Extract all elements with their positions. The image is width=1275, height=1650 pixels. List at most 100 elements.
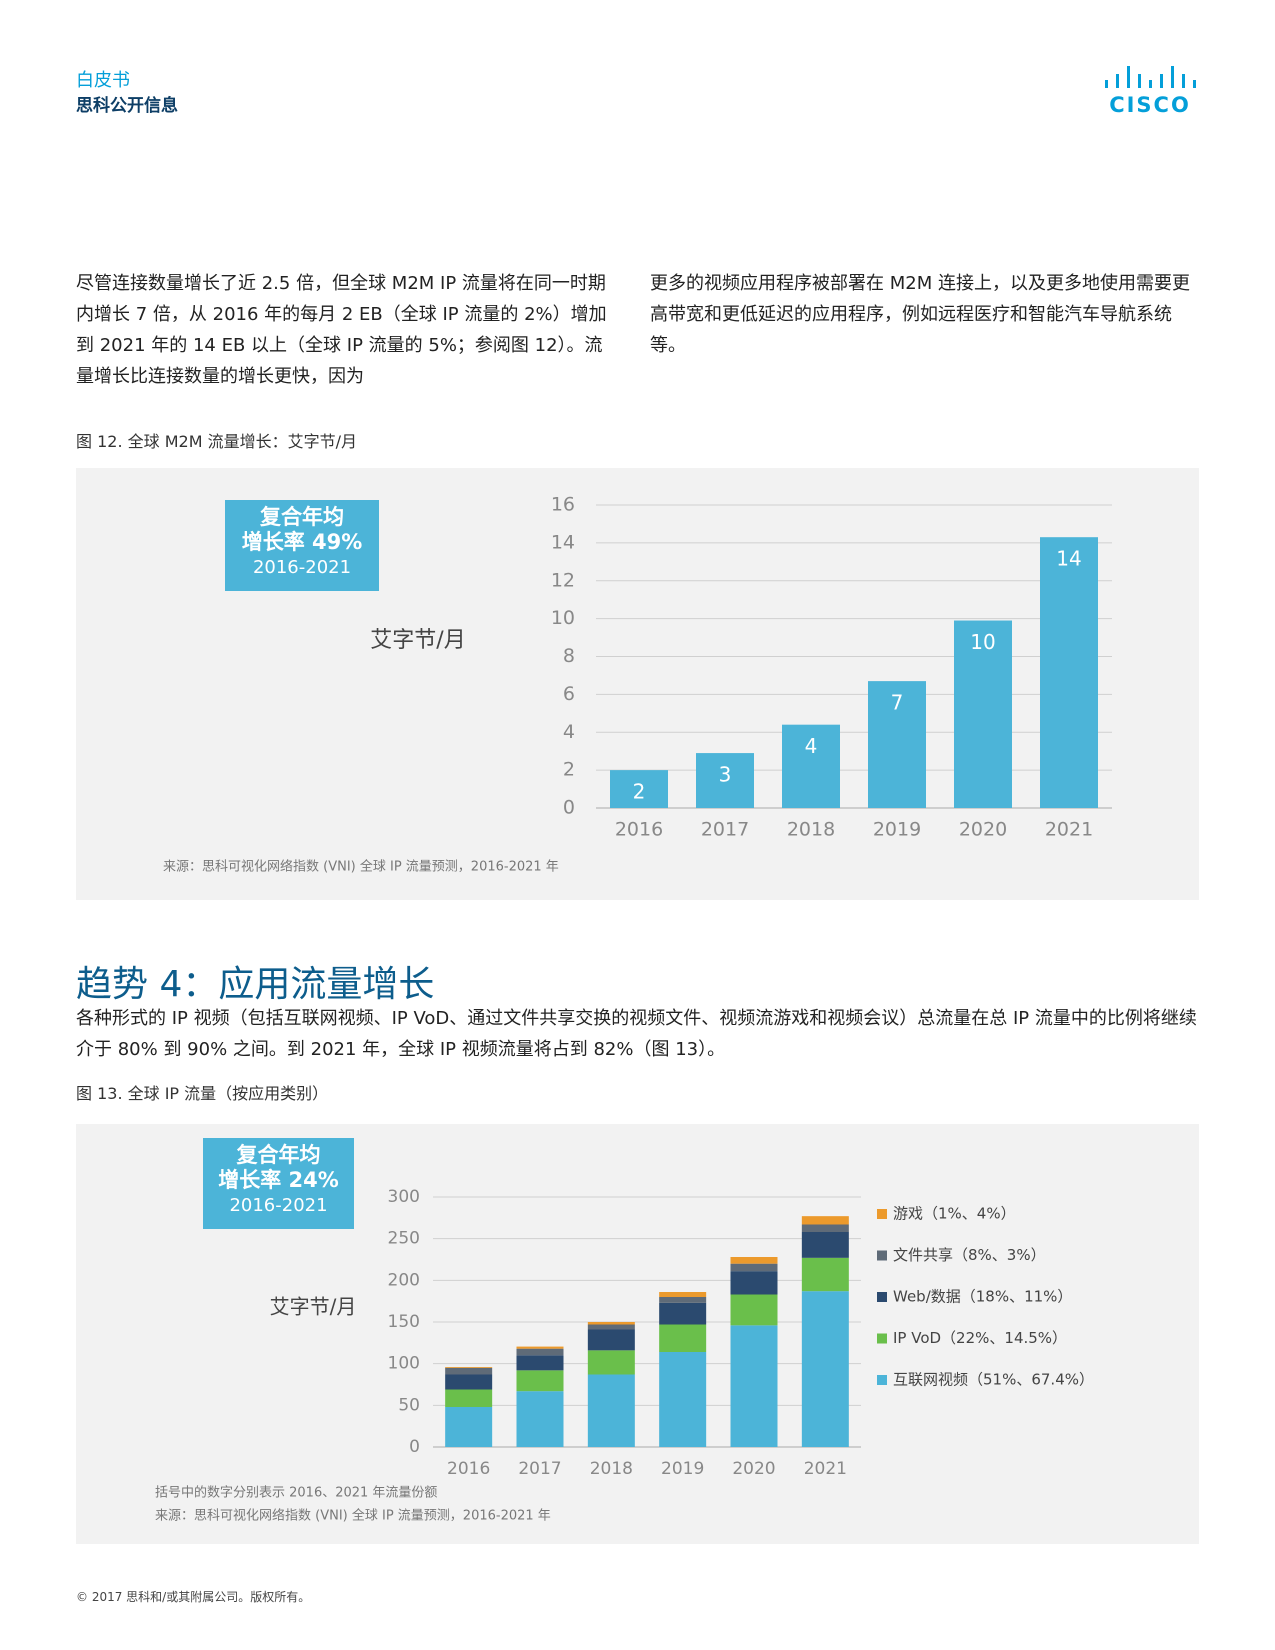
x-tick-label: 2017 <box>518 1459 561 1479</box>
x-tick-label: 2018 <box>590 1459 633 1479</box>
x-tick-label: 2021 <box>804 1459 847 1479</box>
bar-segment <box>659 1324 707 1352</box>
y-tick-label: 250 <box>388 1229 420 1249</box>
bar-segment <box>801 1224 849 1232</box>
bar-segment <box>516 1370 564 1392</box>
legend-label: IP VoD（22%、14.5%） <box>893 1329 1067 1347</box>
bar-segment <box>730 1294 778 1326</box>
bar-segment <box>659 1352 707 1447</box>
bar-segment <box>587 1329 635 1351</box>
y-tick-label: 0 <box>563 797 575 819</box>
bar-segment <box>445 1367 493 1375</box>
bar <box>1040 537 1098 808</box>
legend-label: Web/数据（18%、11%） <box>893 1288 1072 1306</box>
bar-segment <box>801 1291 849 1447</box>
bar-segment <box>445 1407 493 1447</box>
legend-swatch <box>877 1250 887 1261</box>
section-heading: 趋势 4：应用流量增长 <box>76 964 435 1005</box>
y-tick-label: 16 <box>551 494 575 516</box>
bar-segment <box>587 1322 635 1325</box>
bar-segment <box>516 1348 564 1356</box>
paragraph: 更多的视频应用程序被部署在 M2M 连接上，以及更多地使用需要更高带宽和更低延迟… <box>650 273 1190 356</box>
footer: © 2017 思科和/或其附属公司。版权所有。 <box>76 1590 311 1604</box>
logo-bars <box>1105 66 1196 88</box>
bar-segment <box>730 1257 778 1264</box>
badge-text: 复合年均 <box>259 505 344 529</box>
legend-label: 文件共享（8%、3%） <box>893 1246 1046 1264</box>
paragraph: 尽管连接数量增长了近 2.5 倍，但全球 M2M IP 流量将在同一时期内增长 … <box>76 273 607 387</box>
y-tick-label: 0 <box>409 1437 420 1457</box>
legend-swatch <box>877 1333 887 1344</box>
bar-segment <box>730 1263 778 1272</box>
legend-swatch <box>877 1375 887 1385</box>
y-tick-label: 100 <box>388 1354 420 1374</box>
logo-text: CISCO <box>1109 93 1191 117</box>
y-tick-label: 6 <box>563 683 575 705</box>
bar-segment <box>516 1391 564 1447</box>
bar-segment <box>730 1325 778 1447</box>
bar-segment <box>445 1374 493 1390</box>
x-tick-label: 2016 <box>615 819 663 841</box>
badge-text: 2016-2021 <box>253 557 351 578</box>
x-tick-label: 2020 <box>732 1459 775 1479</box>
x-tick-label: 2019 <box>661 1459 704 1479</box>
badge-text: 增长率 49% <box>242 530 363 554</box>
figure-note: 来源：思科可视化网络指数 (VNI) 全球 IP 流量预测，2016-2021 … <box>155 1508 551 1524</box>
bar-segment <box>587 1324 635 1330</box>
badge-text: 2016-2021 <box>229 1195 327 1216</box>
y-tick-label: 10 <box>551 607 575 629</box>
bar-segment <box>801 1232 849 1258</box>
legend-label: 互联网视频（51%、67.4%） <box>893 1371 1094 1389</box>
y-axis-label: 艾字节/月 <box>270 1295 357 1319</box>
bar-segment <box>587 1350 635 1375</box>
x-tick-label: 2020 <box>959 819 1007 841</box>
value-label: 2 <box>633 780 646 804</box>
bar <box>868 681 926 808</box>
bar-segment <box>587 1374 635 1447</box>
y-tick-label: 4 <box>563 721 575 743</box>
value-label: 4 <box>805 734 818 758</box>
figure-caption: 图 13. 全球 IP 流量（按应用类别） <box>76 1084 329 1103</box>
y-tick-label: 50 <box>398 1395 420 1415</box>
figure-note: 括号中的数字分别表示 2016、2021 年流量份额 <box>155 1485 437 1501</box>
y-tick-label: 200 <box>388 1270 420 1290</box>
value-label: 14 <box>1056 547 1081 571</box>
legend-label: 游戏（1%、4%） <box>893 1205 1016 1223</box>
value-label: 10 <box>970 630 995 654</box>
bar-segment <box>445 1367 493 1368</box>
y-tick-label: 12 <box>551 569 575 591</box>
cagr-badge <box>203 1138 354 1229</box>
bar-segment <box>659 1302 707 1325</box>
value-label: 3 <box>719 763 732 787</box>
bar-segment <box>445 1389 493 1407</box>
bar-segment <box>516 1346 564 1349</box>
bar <box>954 620 1012 808</box>
x-tick-label: 2019 <box>873 819 921 841</box>
y-tick-label: 14 <box>551 531 575 553</box>
y-tick-label: 8 <box>563 645 575 667</box>
doc-label: 白皮书 <box>76 70 130 91</box>
badge-text: 复合年均 <box>236 1143 321 1167</box>
x-tick-label: 2017 <box>701 819 749 841</box>
bar-segment <box>659 1292 707 1297</box>
bar-segment <box>659 1297 707 1303</box>
x-tick-label: 2016 <box>447 1459 490 1479</box>
y-tick-label: 300 <box>388 1187 420 1207</box>
bar <box>782 724 840 808</box>
bar <box>696 753 754 808</box>
figure-caption: 图 12. 全球 M2M 流量增长：艾字节/月 <box>76 432 357 451</box>
x-tick-label: 2018 <box>787 819 835 841</box>
bar-segment <box>801 1216 849 1225</box>
bar-segment <box>730 1271 778 1295</box>
cagr-badge <box>225 500 379 591</box>
y-tick-label: 2 <box>563 759 575 781</box>
bar-segment <box>801 1257 849 1292</box>
figure-note: 来源：思科可视化网络指数 (VNI) 全球 IP 流量预测，2016-2021 … <box>163 859 559 875</box>
y-axis-label: 艾字节/月 <box>370 628 465 653</box>
legend-swatch <box>877 1209 887 1219</box>
value-label: 7 <box>891 691 904 715</box>
legend-swatch <box>877 1292 887 1302</box>
bar-segment <box>516 1355 564 1371</box>
